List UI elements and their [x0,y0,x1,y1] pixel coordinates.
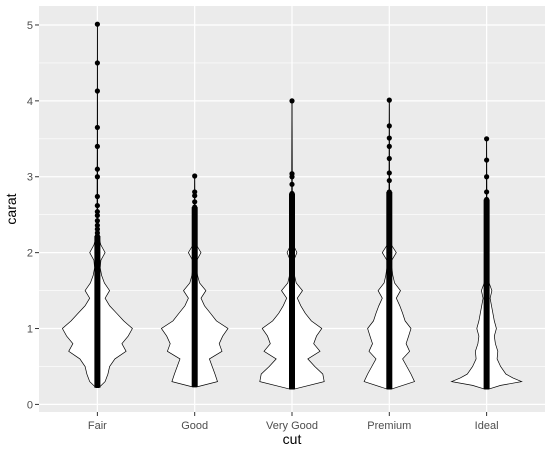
data-point [289,98,295,104]
x-tick-labels: Fair Good Very Good Premium Ideal [88,420,499,432]
data-point [94,143,100,149]
data-point [386,189,392,195]
data-point [94,222,100,228]
y-tick-label: 2 [27,248,33,260]
data-point [386,155,392,162]
data-point [289,171,295,177]
y-tick-label: 0 [27,399,33,411]
data-point [192,204,198,210]
data-point [484,189,490,195]
data-point [484,157,490,163]
x-tick-label: Ideal [475,420,499,432]
dense-points [191,207,198,387]
y-tick-marks [35,24,39,405]
data-point [484,136,490,142]
data-point [386,123,392,129]
data-point [386,143,392,149]
data-point [289,181,295,187]
data-point [192,189,198,195]
x-tick-label: Good [181,420,208,432]
data-point [386,177,392,184]
data-point [94,60,100,66]
violins [61,21,523,390]
violin-group [160,173,229,388]
data-point [94,166,100,172]
data-point [94,226,100,232]
data-point [484,174,490,180]
data-point [386,170,392,176]
violin-group [259,98,325,390]
data-point [94,174,100,180]
data-point [94,88,100,94]
dense-points [386,191,393,390]
data-point [192,193,198,199]
data-point [94,230,100,236]
y-tick-label: 1 [27,324,33,336]
y-tick-label: 3 [27,172,33,184]
x-tick-label: Very Good [266,420,318,432]
x-tick-label: Fair [88,420,107,432]
x-tick-label: Premium [367,420,411,432]
data-point [94,21,100,27]
dense-points [483,199,490,390]
y-axis-title: carat [3,193,19,224]
violin-group [450,136,523,390]
y-tick-label: 5 [27,20,33,32]
dense-points [289,193,295,390]
data-point [94,124,100,131]
x-tick-marks [96,412,488,416]
data-point [192,173,198,179]
data-point [386,97,392,103]
y-tick-label: 4 [27,96,33,108]
data-point [289,190,295,197]
data-point [94,212,100,219]
x-axis-title: cut [283,431,302,447]
data-point [192,199,198,205]
data-point [94,218,100,224]
data-point [94,209,100,215]
violin-group [363,97,415,390]
data-point [94,193,100,200]
data-point [94,202,100,209]
violin-group [61,21,133,389]
dense-points [94,235,101,388]
y-tick-labels: 0 1 2 3 4 5 [27,20,33,411]
data-point [386,135,392,141]
data-point [484,196,490,203]
